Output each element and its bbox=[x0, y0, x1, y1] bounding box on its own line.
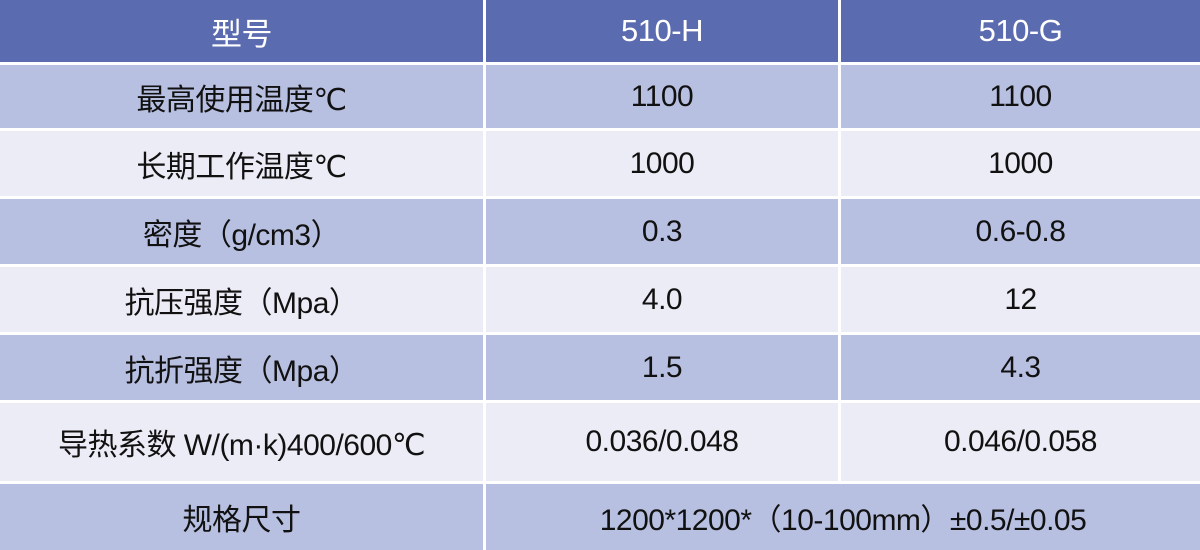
cell-510h-max-temp: 1100 bbox=[486, 65, 838, 128]
header-510h: 510-H bbox=[486, 0, 838, 62]
cell-510g-compressive: 12 bbox=[841, 267, 1200, 332]
header-510g: 510-G bbox=[841, 0, 1200, 62]
row-label-density: 密度（g/cm3） bbox=[0, 199, 483, 264]
cell-size-value: 1200*1200*（10-100mm）±0.5/±0.05 bbox=[486, 484, 1200, 550]
cell-510g-max-temp: 1100 bbox=[841, 65, 1200, 128]
cell-510g-work-temp: 1000 bbox=[841, 131, 1200, 196]
cell-510h-conductivity: 0.036/0.048 bbox=[486, 403, 838, 481]
cell-510h-compressive: 4.0 bbox=[486, 267, 838, 332]
row-label-conductivity: 导热系数 W/(m·k)400/600℃ bbox=[0, 403, 483, 481]
cell-510h-density: 0.3 bbox=[486, 199, 838, 264]
row-label-compressive: 抗压强度（Mpa） bbox=[0, 267, 483, 332]
row-label-work-temp: 长期工作温度℃ bbox=[0, 131, 483, 196]
row-label-size: 规格尺寸 bbox=[0, 484, 483, 550]
cell-510g-density: 0.6-0.8 bbox=[841, 199, 1200, 264]
cell-510g-conductivity: 0.046/0.058 bbox=[841, 403, 1200, 481]
cell-510g-flexural: 4.3 bbox=[841, 335, 1200, 400]
cell-510h-work-temp: 1000 bbox=[486, 131, 838, 196]
row-label-max-temp: 最高使用温度℃ bbox=[0, 65, 483, 128]
header-model: 型号 bbox=[0, 0, 483, 62]
row-label-flexural: 抗折强度（Mpa） bbox=[0, 335, 483, 400]
cell-510h-flexural: 1.5 bbox=[486, 335, 838, 400]
